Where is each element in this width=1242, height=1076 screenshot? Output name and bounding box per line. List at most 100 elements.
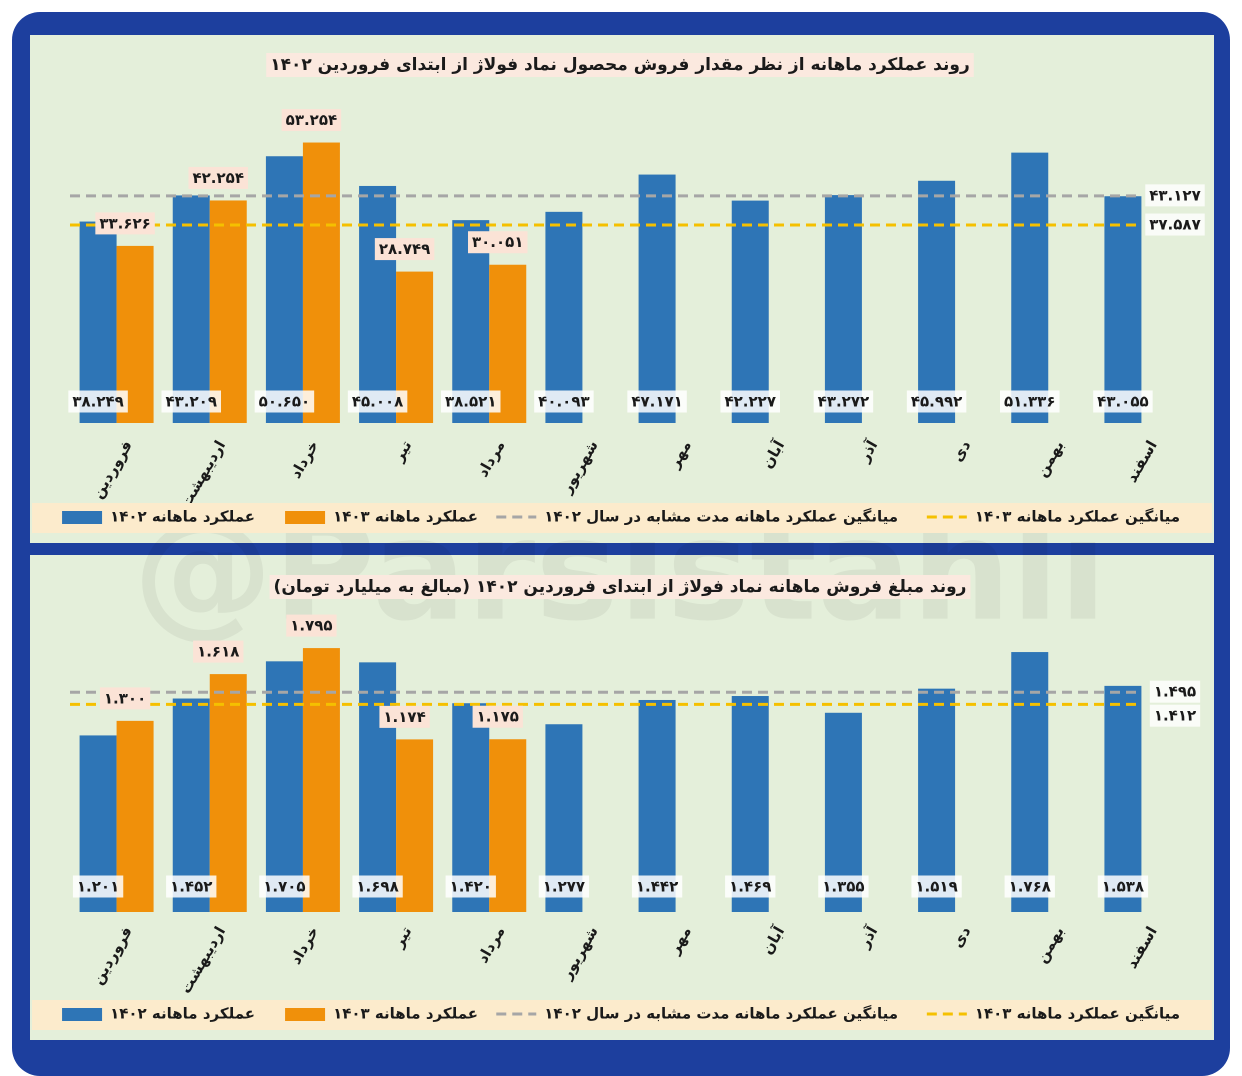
value-label: ۱.۷۰۵ [263, 878, 305, 896]
value-label-group: ۳۳.۶۲۶ [95, 212, 155, 235]
value-label-box [472, 705, 523, 728]
value-label: ۵۱.۳۳۶ [1004, 393, 1055, 411]
legend-label: میانگین عملکرد ماهانه مدت مشابه در سال ۱… [544, 508, 898, 526]
reference-label: ۴۳.۱۲۷ [1149, 186, 1200, 204]
value-label-group: ۴۲.۲۲۷ [720, 390, 780, 413]
value-label-box [818, 875, 869, 898]
bar [172, 195, 210, 423]
value-label-box [161, 390, 221, 413]
value-label-group: ۱.۷۰۵ [259, 875, 310, 898]
value-label-box [911, 875, 962, 898]
value-label-group: ۴۲.۲۵۴ [188, 166, 248, 189]
chart-title: روند عملکرد ماهانه از نظر مقدار فروش محص… [270, 55, 970, 75]
value-label-group: ۴۷.۱۷۱ [627, 390, 687, 413]
value-label-group: ۴۵.۹۹۲ [906, 390, 967, 413]
value-label-group: ۱.۶۱۸ [193, 640, 244, 663]
reference-label: ۳۷.۵۸۷ [1149, 216, 1200, 234]
value-label-group: ۵۳.۲۵۴ [281, 109, 342, 132]
value-label-box [95, 212, 155, 235]
value-label-group: ۱.۷۹۵ [286, 614, 337, 637]
value-label-box [445, 875, 496, 898]
value-label: ۱.۵۱۹ [915, 878, 957, 896]
bar [918, 180, 956, 423]
value-label-group: ۱.۲۷۷ [538, 875, 590, 898]
value-label-group: ۴۰.۰۹۳ [534, 390, 594, 413]
value-label-box [374, 238, 435, 261]
value-label: ۵۳.۲۵۴ [286, 111, 337, 129]
value-label: ۱.۴۲۰ [450, 878, 492, 896]
bar [731, 200, 769, 423]
value-label: ۱.۲۰۱ [77, 878, 119, 896]
chart-title-group: روند عملکرد ماهانه از نظر مقدار فروش محص… [266, 53, 974, 77]
value-label: ۵۰.۶۵۰ [259, 393, 310, 411]
legend-label: عملکرد ماهانه ۱۴۰۳ [333, 1005, 478, 1023]
value-label-box [99, 687, 151, 710]
value-label: ۳۳.۶۲۶ [99, 214, 150, 232]
value-label: ۱.۲۷۷ [543, 878, 585, 896]
value-label: ۴۳.۰۵۵ [1097, 393, 1148, 411]
value-label-box [379, 705, 430, 728]
value-label-group: ۱.۲۰۱ [72, 875, 124, 898]
value-label: ۳۸.۵۲۱ [445, 393, 496, 411]
bar [1104, 196, 1142, 423]
value-label: ۱.۱۷۵ [477, 708, 519, 726]
value-label: ۴۲.۲۵۴ [193, 169, 244, 187]
value-label: ۱.۴۴۲ [636, 878, 678, 896]
chart-title: روند مبلغ فروش ماهانه نماد فولاژ از ابتد… [274, 577, 967, 597]
value-label-box [347, 390, 408, 413]
bar [79, 221, 117, 423]
legend-swatch [62, 1008, 103, 1021]
value-label-group: ۱.۴۴۲ [631, 875, 683, 898]
bar [1104, 685, 1142, 912]
value-label: ۱.۴۵۲ [170, 878, 212, 896]
value-label-box [1000, 390, 1060, 413]
value-label-group: ۱.۵۱۹ [911, 875, 962, 898]
reference-label-box [1145, 213, 1205, 236]
value-label: ۱.۶۹۸ [356, 878, 398, 896]
value-label-box [1004, 875, 1055, 898]
reference-label-box [1149, 704, 1201, 727]
chart-title-box [266, 53, 974, 77]
legend-bg [32, 1000, 1212, 1030]
bar [824, 195, 862, 423]
value-label-group: ۱.۳۵۵ [818, 875, 869, 898]
reference-label-box [1145, 184, 1205, 207]
legend-label: عملکرد ماهانه ۱۴۰۲ [110, 1005, 255, 1023]
value-label-box [286, 614, 337, 637]
legend-swatch [285, 511, 326, 524]
legend-label: میانگین عملکرد ماهانه ۱۴۰۳ [975, 508, 1180, 526]
bar [1011, 152, 1049, 423]
value-label-group: ۱.۱۷۵ [472, 705, 523, 728]
value-label-box [281, 109, 342, 132]
value-label: ۴۵.۰۰۸ [352, 393, 403, 411]
value-label-box [627, 390, 687, 413]
reference-label-group: ۱.۴۱۲ [1149, 704, 1201, 727]
value-label-group: ۴۳.۲۷۲ [813, 390, 874, 413]
value-label-box [441, 390, 501, 413]
value-label-group: ۱.۱۷۴ [379, 705, 430, 728]
value-label: ۴۳.۲۷۲ [818, 393, 869, 411]
value-label: ۳۰.۰۵۱ [472, 233, 523, 251]
bar [1011, 652, 1049, 912]
reference-label-group: ۳۷.۵۸۷ [1145, 213, 1205, 236]
legend-label: عملکرد ماهانه ۱۴۰۳ [333, 508, 478, 526]
bar [918, 688, 956, 912]
legend-swatch [285, 1008, 326, 1021]
bar [638, 174, 676, 423]
value-label: ۱.۵۳۸ [1102, 878, 1144, 896]
value-label-group: ۳۰.۰۵۱ [468, 231, 528, 254]
value-label-box [631, 875, 683, 898]
value-label-group: ۳۸.۲۴۹ [68, 390, 128, 413]
value-label: ۴۵.۹۹۲ [911, 393, 962, 411]
value-label-box [468, 231, 528, 254]
chart-title-group: روند مبلغ فروش ماهانه نماد فولاژ از ابتد… [269, 575, 971, 599]
value-label-box [720, 390, 780, 413]
bar [545, 211, 583, 423]
bar [209, 674, 247, 912]
value-label-box [166, 875, 217, 898]
legend-label: عملکرد ماهانه ۱۴۰۲ [110, 508, 255, 526]
value-label: ۱.۳۵۵ [822, 878, 864, 896]
bar [359, 185, 397, 423]
reference-label-box [1149, 680, 1201, 703]
